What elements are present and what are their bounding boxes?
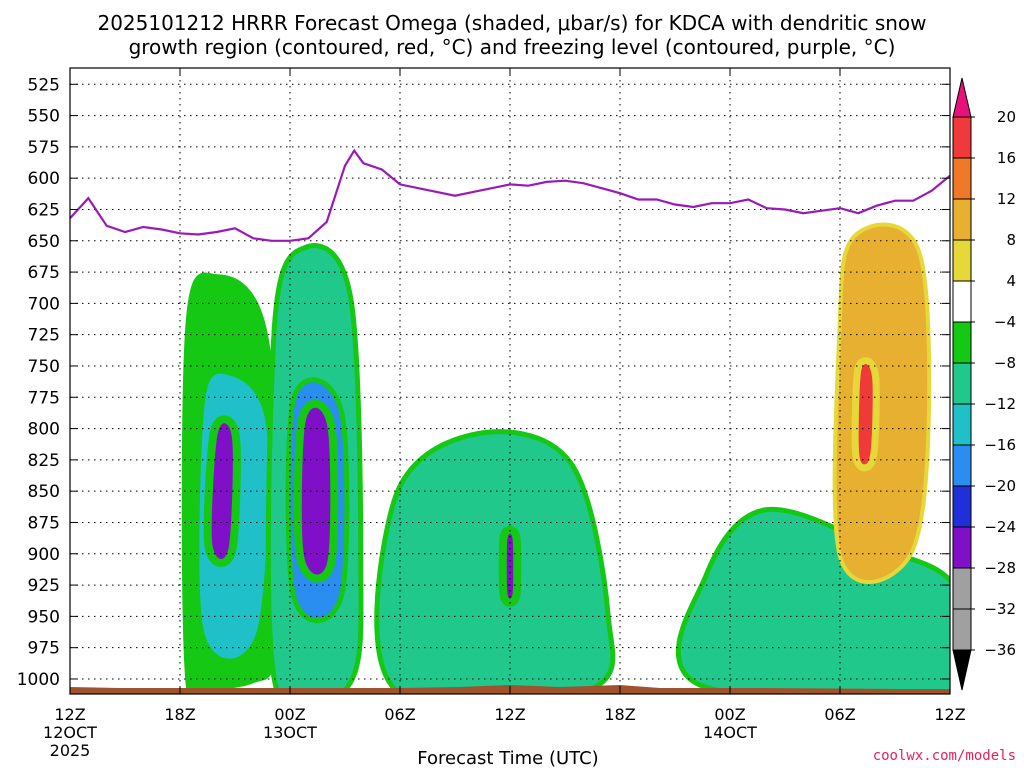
colorbar-segment <box>952 198 972 241</box>
omega-region <box>379 434 611 694</box>
colorbar-segment <box>952 608 972 651</box>
colorbar-segment <box>952 526 972 569</box>
x-tick-label: 00Z <box>274 705 305 724</box>
colorbar-label: −16 <box>984 436 1016 454</box>
y-tick-label: 875 <box>28 513 60 533</box>
colorbar-label: −12 <box>984 395 1016 413</box>
y-tick-label: 750 <box>28 357 60 377</box>
x-tick-label: 18Z <box>164 705 195 724</box>
colorbar-segment <box>952 444 972 487</box>
colorbar-bottom-arrow <box>952 649 972 691</box>
y-tick-label: 900 <box>28 545 60 565</box>
colorbar-label: −8 <box>994 354 1016 372</box>
colorbar-segment <box>952 157 972 200</box>
colorbar-label: 12 <box>997 190 1016 208</box>
chart-title-line1: 2025101212 HRRR Forecast Omega (shaded, … <box>97 11 926 35</box>
x-tick-year: 2025 <box>50 741 91 760</box>
x-tick-label: 06Z <box>384 705 415 724</box>
y-tick-label: 975 <box>28 639 60 659</box>
y-tick-label: 1000 <box>17 670 60 690</box>
colorbar-label: −32 <box>984 600 1016 618</box>
y-tick-label: 675 <box>28 263 60 283</box>
x-tick-date: 13OCT <box>263 723 317 742</box>
omega-region <box>211 423 233 559</box>
watermark: coolwx.com/models <box>873 748 1016 764</box>
colorbar-label: 4 <box>1006 272 1016 290</box>
colorbar-segment <box>952 567 972 610</box>
y-tick-label: 800 <box>28 420 60 440</box>
y-tick-label: 700 <box>28 294 60 314</box>
colorbar-segment <box>952 362 972 405</box>
y-tick-label: 950 <box>28 607 60 627</box>
x-tick-label: 06Z <box>824 705 855 724</box>
grid-lines <box>70 68 950 694</box>
colorbar: 20 16 12 8 4 −4 −8 −12 −16 −20 −24 −28 −32 −36 <box>952 77 1016 691</box>
y-tick-label: 650 <box>28 232 60 252</box>
y-axis: 525 550 575 600 625 650 675 700 725 750 775 800 825 8… <box>17 75 950 690</box>
colorbar-label: 20 <box>997 108 1016 126</box>
colorbar-label: −20 <box>984 477 1016 495</box>
colorbar-segment <box>952 403 972 446</box>
plot-area <box>70 68 950 694</box>
x-tick-date: 12OCT <box>43 723 97 742</box>
y-tick-label: 850 <box>28 482 60 502</box>
x-tick-date: 14OCT <box>703 723 757 742</box>
y-tick-label: 925 <box>28 576 60 596</box>
colorbar-segment <box>952 321 972 364</box>
y-tick-label: 725 <box>28 326 60 346</box>
chart-title-line2: growth region (contoured, red, °C) and f… <box>129 35 896 59</box>
colorbar-segment <box>952 116 972 159</box>
y-tick-label: 625 <box>28 200 60 220</box>
x-axis-label: Forecast Time (UTC) <box>417 748 598 768</box>
colorbar-label: −36 <box>984 641 1016 659</box>
y-tick-label: 525 <box>28 75 60 95</box>
colorbar-segment <box>952 485 972 528</box>
y-tick-label: 825 <box>28 451 60 471</box>
x-tick-label: 12Z <box>54 705 85 724</box>
x-tick-label: 12Z <box>494 705 525 724</box>
omega-region <box>836 226 928 581</box>
x-tick-label: 18Z <box>604 705 635 724</box>
colorbar-segment <box>952 239 972 282</box>
colorbar-label: 8 <box>1006 231 1016 249</box>
freezing-level-contour <box>70 148 950 242</box>
colorbar-label: 16 <box>997 149 1016 167</box>
colorbar-segment <box>952 280 972 323</box>
y-tick-label: 600 <box>28 169 60 189</box>
colorbar-label: −28 <box>984 559 1016 577</box>
colorbar-label: −4 <box>994 313 1016 331</box>
x-tick-label: 00Z <box>714 705 745 724</box>
colorbar-top-arrow <box>952 77 972 118</box>
x-tick-label: 12Z <box>934 705 965 724</box>
y-tick-label: 775 <box>28 388 60 408</box>
colorbar-label: −24 <box>984 518 1016 536</box>
y-tick-label: 575 <box>28 138 60 158</box>
y-tick-label: 550 <box>28 107 60 127</box>
omega-region <box>858 364 873 465</box>
